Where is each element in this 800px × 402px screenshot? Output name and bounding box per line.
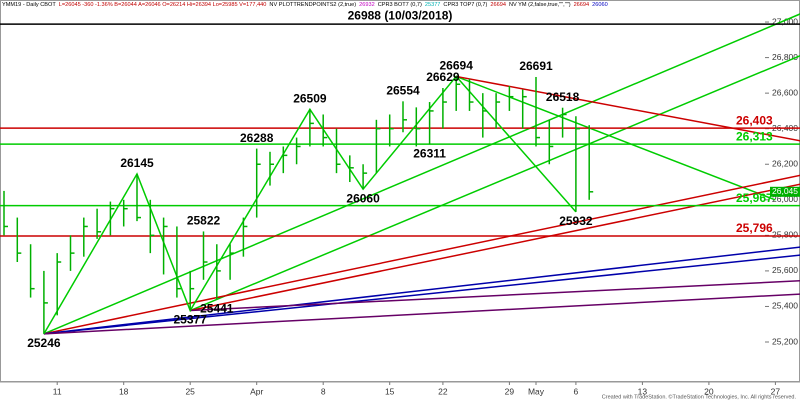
y-tick-label: 26,800 xyxy=(772,52,798,62)
x-tick-label: 11 xyxy=(53,386,62,396)
y-tick-label: 25,400 xyxy=(772,301,798,311)
y-tick-label: 26,000 xyxy=(772,194,798,204)
header-item: 26694 xyxy=(490,2,506,8)
pivot-label: 26288 xyxy=(240,131,274,145)
header-item: YMM19 - Daily CBOT xyxy=(2,2,56,8)
trend-line xyxy=(43,174,800,335)
trend-line xyxy=(190,280,800,312)
header-item: CPR3 BOT7 (0,7) xyxy=(378,2,422,8)
pivot-label: 25246 xyxy=(27,336,61,350)
level-label: 26988 (10/03/2018) xyxy=(348,8,453,22)
trend-line xyxy=(43,13,800,335)
x-tick-label: Apr xyxy=(250,386,263,396)
level-label: 25,796 xyxy=(736,221,773,235)
x-tick-label: 15 xyxy=(385,386,395,396)
header-item: NV YM (2,false,true,"","") xyxy=(509,2,571,8)
trend-line xyxy=(43,254,800,335)
y-tick-label: 25,600 xyxy=(772,265,798,275)
x-tick-label: 25 xyxy=(185,386,195,396)
x-tick-label: 8 xyxy=(321,386,326,396)
header-item: CPR3 TOP7 (0,7) xyxy=(443,2,487,8)
pivot-label: 25441 xyxy=(200,301,234,315)
y-tick-label: 26,600 xyxy=(772,87,798,97)
x-tick-label: 18 xyxy=(119,386,129,396)
pivot-label: 25377 xyxy=(174,313,208,327)
pivot-label: 26509 xyxy=(293,91,327,105)
x-tick-label: 20 xyxy=(704,386,714,396)
x-tick-label: May xyxy=(528,386,545,396)
trend-line xyxy=(43,293,800,335)
pivot-label: 26629 xyxy=(426,70,460,84)
header-item: 25377 xyxy=(425,2,441,8)
pivot-label: 26145 xyxy=(120,156,154,170)
header-item: 26060 xyxy=(592,2,608,8)
x-tick-label: 27 xyxy=(771,386,781,396)
header-item: 26694 xyxy=(574,2,590,8)
pivot-label: 26694 xyxy=(440,59,474,73)
x-tick-label: 22 xyxy=(438,386,448,396)
level-label: 26,313 xyxy=(736,129,773,143)
trend-line xyxy=(43,246,800,335)
last-price-box xyxy=(770,186,800,197)
header-item: NV PLOTTRENDPOINTS2 (2,true) xyxy=(269,2,356,8)
header-item: L=26045 -360 -1.36% B=26044 A=26046 O=26… xyxy=(59,2,267,8)
level-label: 25,967 xyxy=(736,191,773,205)
pivot-label: 26060 xyxy=(346,191,380,205)
trend-line xyxy=(456,75,800,142)
pivot-label: 26311 xyxy=(413,147,446,161)
header: YMM19 - Daily CBOT L=26045 -360 -1.36% B=… xyxy=(2,2,608,8)
level-label: 26,403 xyxy=(736,113,773,127)
x-tick-label: 6 xyxy=(574,386,579,396)
pivot-label: 25822 xyxy=(187,214,221,228)
header-item: 26932 xyxy=(359,2,375,8)
pivot-label: 26518 xyxy=(546,90,580,104)
trend-line xyxy=(189,54,800,312)
pivot-label: 26691 xyxy=(519,59,553,73)
footer: Created with TradeStation. ©TradeStation… xyxy=(602,393,797,400)
x-tick-label: 29 xyxy=(505,386,515,396)
pivot-label: 25932 xyxy=(559,214,593,228)
pivot-label: 26554 xyxy=(386,83,420,97)
x-tick-label: 13 xyxy=(638,386,648,396)
y-tick-label: 25,800 xyxy=(772,230,798,240)
y-tick-label: 27,000 xyxy=(772,16,798,26)
y-tick-label: 26,200 xyxy=(772,158,798,168)
last-price-label: 26,045 xyxy=(772,186,798,196)
y-tick-label: 25,200 xyxy=(772,336,798,346)
